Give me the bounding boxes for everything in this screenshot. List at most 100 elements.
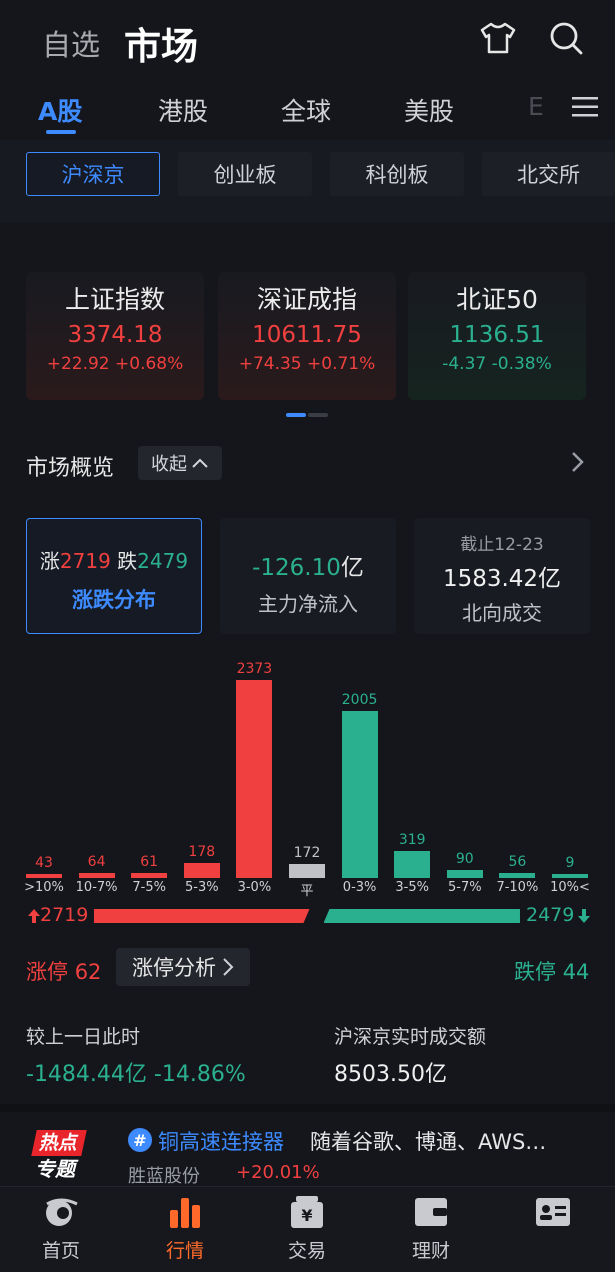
index-change: -4.37 -0.38% <box>442 354 552 374</box>
northbound-label: 北向成交 <box>462 601 542 625</box>
down-total: 2479 <box>526 904 575 926</box>
main-flow-value: -126.10亿 <box>252 555 364 581</box>
hot-topic-stock-change: +20.01% <box>236 1162 320 1183</box>
nav-trade[interactable]: ¥ 交易 <box>262 1194 352 1263</box>
active-tab-indicator <box>46 130 76 134</box>
bar-category-label: 10%< <box>550 880 590 895</box>
northbound-value: 1583.42亿 <box>442 566 562 592</box>
bar-category-label: 7-10% <box>496 880 539 895</box>
subtab-chinext[interactable]: 创业板 <box>178 152 312 196</box>
bar-value-label: 2373 <box>236 661 273 677</box>
nav-label: 理财 <box>411 1240 450 1262</box>
distribution-label: 涨跌分布 <box>72 588 156 612</box>
limit-analysis-button[interactable]: 涨停分析 <box>116 948 250 986</box>
collapse-label: 收起 <box>151 454 187 475</box>
bar-category-label: >10% <box>24 880 64 895</box>
decline-bar <box>323 909 520 923</box>
updown-distribution-card[interactable]: 涨2719 跌2479 涨跌分布 <box>26 518 202 634</box>
overview-title: 市场概览 <box>26 456 115 481</box>
distribution-chart: 43 64 61 178 2373 172 2005 319 90 56 9 <box>0 650 615 900</box>
main-flow-card[interactable]: -126.10亿 主力净流入 <box>220 518 396 634</box>
index-name: 上证指数 <box>64 285 165 314</box>
distribution-bar <box>552 874 588 878</box>
nav-label: 行情 <box>165 1240 204 1262</box>
bar-value-label: 2005 <box>341 691 378 708</box>
subtab-star-market[interactable]: 科创板 <box>330 152 464 196</box>
index-price: 1136.51 <box>449 322 545 348</box>
bar-category-label: 3-0% <box>237 880 272 895</box>
up-total: 2719 <box>40 904 89 926</box>
bar-category-label: 0-3% <box>342 880 377 895</box>
section-divider <box>0 1104 615 1112</box>
index-card-szse[interactable]: 深证成指 10611.75 +74.35 +0.71% <box>218 272 396 400</box>
bar-value-label: 64 <box>87 853 106 870</box>
tab-watchlist[interactable]: 自选 <box>42 28 101 62</box>
bar-value-label: 56 <box>508 854 527 871</box>
subtab-bse[interactable]: 北交所 <box>482 152 615 196</box>
distribution-bar <box>183 863 220 878</box>
index-price: 10611.75 <box>252 322 362 348</box>
tab-more-partial[interactable]: E <box>528 92 544 121</box>
hot-topic-title[interactable]: 铜高速连接器 <box>158 1130 284 1154</box>
shirt-icon[interactable] <box>478 20 518 56</box>
index-card-bse50[interactable]: 北证50 1136.51 -4.37 -0.38% <box>408 272 586 400</box>
hot-topic-stock: 胜蓝股份 <box>128 1166 200 1187</box>
hashtag-icon: # <box>128 1128 152 1152</box>
compare-label: 较上一日此时 <box>26 1026 141 1048</box>
collapse-button[interactable]: 收起 <box>138 446 222 480</box>
nav-wealth[interactable]: 理财 <box>386 1194 476 1263</box>
tab-a-shares[interactable]: A股 <box>38 97 83 126</box>
arrow-down-icon <box>578 909 590 923</box>
bar-category-label: 7-5% <box>132 880 166 895</box>
chevron-up-icon <box>192 458 208 468</box>
chevron-right-icon[interactable] <box>568 450 588 474</box>
bar-category-label: 3-5% <box>395 880 429 895</box>
updown-counts: 涨2719 跌2479 <box>39 549 189 573</box>
index-card-sse[interactable]: 上证指数 3374.18 +22.92 +0.68% <box>26 272 204 400</box>
home-icon <box>46 1198 78 1226</box>
bar-value-label: 43 <box>35 855 53 871</box>
subtab-hushenjing[interactable]: 沪深京 <box>26 152 160 196</box>
bar-category-label: 5-3% <box>185 880 219 895</box>
distribution-bar <box>78 872 115 878</box>
distribution-bar <box>236 680 273 878</box>
distribution-bar <box>394 851 431 878</box>
distribution-bar <box>341 710 378 878</box>
bar-category-label: 平 <box>300 884 314 899</box>
bar-value-label: 90 <box>455 851 474 868</box>
advance-bar <box>94 909 310 923</box>
distribution-bar <box>289 863 325 878</box>
search-icon[interactable] <box>548 20 584 56</box>
menu-icon[interactable] <box>572 96 598 118</box>
bar-value-label: 178 <box>188 844 216 861</box>
distribution-bar <box>499 873 536 878</box>
nav-label: 交易 <box>287 1240 326 1262</box>
limit-analysis-label: 涨停分析 <box>132 956 216 980</box>
nav-profile[interactable] <box>508 1194 598 1236</box>
distribution-bar <box>131 872 168 878</box>
bar-value-label: 9 <box>565 855 575 871</box>
nav-label: 首页 <box>41 1240 80 1262</box>
bar-value-label: 319 <box>398 832 426 849</box>
svg-text:¥: ¥ <box>301 1206 312 1225</box>
pager-dot <box>308 413 328 417</box>
northbound-card[interactable]: 截止12-23 1583.42亿 北向成交 <box>414 518 590 634</box>
distribution-bar <box>446 870 483 878</box>
tab-global[interactable]: 全球 <box>281 97 332 126</box>
tab-market[interactable]: 市场 <box>124 25 198 68</box>
compare-value: -1484.44亿 -14.86% <box>26 1062 246 1087</box>
tab-hk-shares[interactable]: 港股 <box>158 97 209 126</box>
limit-down-count: 跌停 44 <box>514 960 590 984</box>
index-change: +74.35 +0.71% <box>238 354 376 374</box>
tab-us-shares[interactable]: 美股 <box>404 97 455 126</box>
pager-dot-active <box>286 413 306 417</box>
index-price: 3374.18 <box>67 322 163 348</box>
bar-value-label: 61 <box>140 853 159 870</box>
id-card-icon <box>536 1198 570 1226</box>
nav-home[interactable]: 首页 <box>16 1194 106 1263</box>
nav-market[interactable]: 行情 <box>140 1194 230 1263</box>
realtime-turnover-value: 8503.50亿 <box>334 1062 447 1087</box>
bar-chart-icon <box>170 1198 200 1228</box>
bar-category-label: 10-7% <box>75 880 118 895</box>
northbound-date: 截止12-23 <box>460 535 544 555</box>
